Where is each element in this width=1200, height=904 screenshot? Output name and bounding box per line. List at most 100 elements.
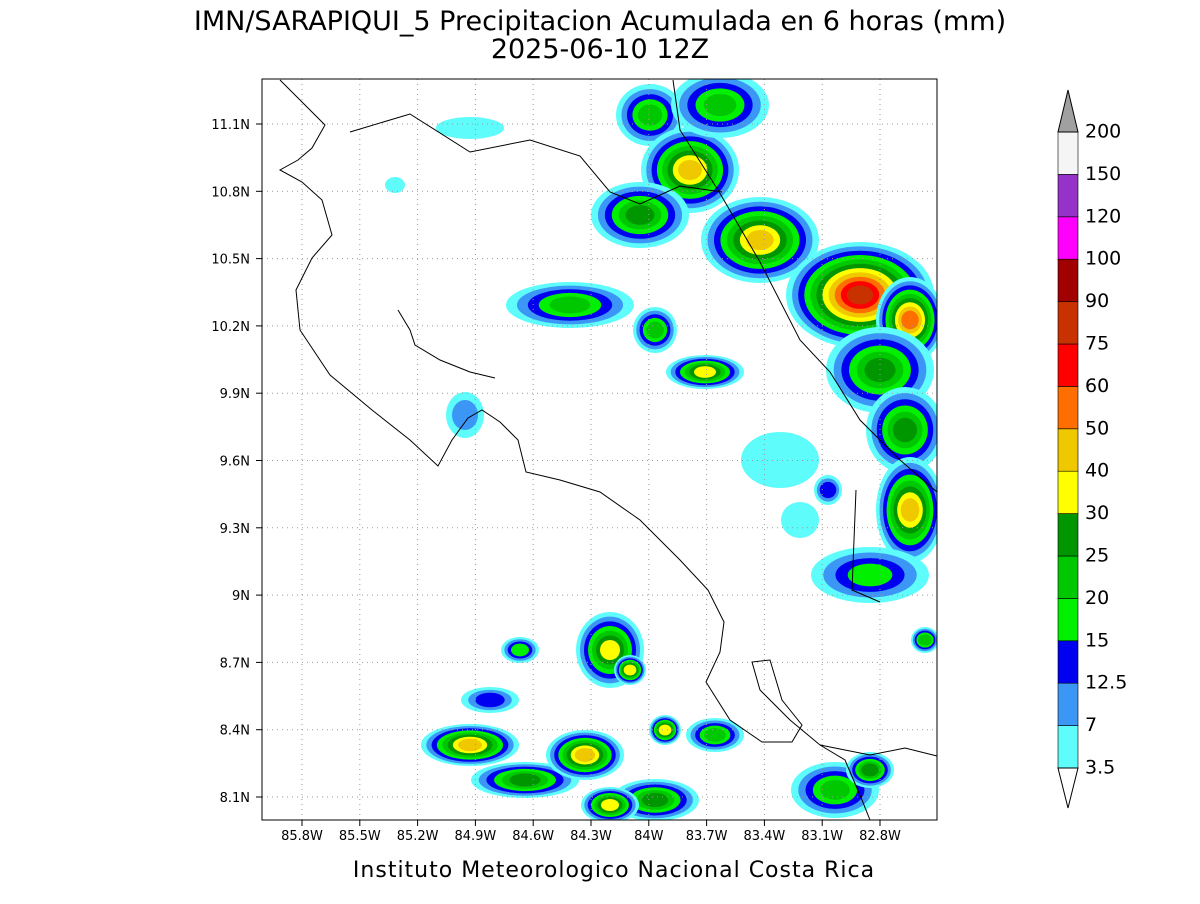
colorbar-segment: [1057, 301, 1079, 345]
rain-contour: [601, 799, 619, 811]
lon-label: 84.6W: [512, 829, 554, 844]
caribbean-coast: [672, 79, 938, 493]
rain-contour: [646, 321, 664, 339]
lon-label: 84.9W: [454, 829, 496, 844]
colorbar-segment: [1057, 174, 1079, 218]
rain-contour: [641, 792, 669, 808]
colorbar-segment: [1057, 555, 1079, 599]
rain-contour: [847, 563, 893, 587]
rain-contour: [678, 159, 702, 181]
panama-border: [819, 489, 938, 757]
lat-label: 10.2N: [211, 320, 250, 335]
colorbar-above: [1057, 89, 1079, 133]
colorbar-label: 3.5: [1085, 757, 1115, 779]
rain-contour: [694, 366, 716, 378]
colorbar-label: 20: [1085, 587, 1109, 609]
lon-label: 85.5W: [339, 829, 381, 844]
subtitle: 2025-06-10 12Z: [491, 34, 709, 65]
rain-contour: [549, 296, 591, 314]
lat-label: 8.4N: [220, 724, 250, 739]
colorbar-label: 100: [1085, 248, 1121, 270]
rain-contour: [781, 502, 819, 538]
lon-label: 83.1W: [801, 829, 843, 844]
lon-label: 82.8W: [859, 829, 901, 844]
lat-label: 9.3N: [220, 522, 250, 537]
colorbar-segment: [1057, 598, 1079, 642]
lat-label: 10.8N: [211, 185, 250, 200]
lon-label: 84.3W: [570, 829, 612, 844]
pacific-coast: [278, 79, 871, 821]
lat-label: 9.6N: [220, 455, 250, 470]
colorbar-label: 25: [1085, 545, 1109, 567]
lon-label: 83.7W: [686, 829, 728, 844]
colorbar-segment: [1057, 343, 1079, 387]
grid: 85.8W 85.5W 85.2W 84.9W 84.6W 84.3W 84W 83.7W 83…: [211, 79, 937, 844]
colorbar-label: 200: [1085, 121, 1121, 143]
colorbar-label: 75: [1085, 333, 1109, 355]
colorbar-label: 50: [1085, 417, 1109, 439]
lon-label: 83.4W: [743, 829, 785, 844]
rain-contour: [625, 205, 655, 225]
rain-contour: [637, 104, 663, 126]
colorbar-segment: [1057, 470, 1079, 514]
colorbar-segment: [1057, 131, 1079, 175]
rain-contour: [623, 664, 637, 676]
rain-contour: [892, 417, 918, 443]
rain-contour: [820, 780, 850, 800]
colorbar-label: 30: [1085, 502, 1109, 524]
rain-contour: [918, 634, 932, 646]
rain-contour: [658, 724, 672, 736]
rain-contour: [458, 738, 482, 752]
lon-label: 85.8W: [281, 829, 323, 844]
rain-contour: [511, 643, 529, 657]
colorbar-label: 15: [1085, 629, 1109, 651]
colorbar-segment: [1057, 216, 1079, 260]
nicoya-gulf: [397, 309, 496, 379]
title: IMN/SARAPIQUI_5 Precipitacion Acumulada …: [194, 6, 1006, 37]
colorbar-label: 12.5: [1085, 672, 1127, 694]
colorbar-label: 7: [1085, 714, 1097, 736]
map-frame: [261, 78, 938, 821]
colorbar-segment: [1057, 258, 1079, 302]
rain-contour: [864, 357, 896, 383]
footer: Instituto Meteorologico Nacional Costa R…: [353, 858, 875, 883]
precipitation-field: [385, 79, 937, 820]
colorbar-segment: [1057, 682, 1079, 726]
colorbar-label: 150: [1085, 163, 1121, 185]
lat-label: 9N: [232, 589, 250, 604]
coastlines: [278, 79, 938, 821]
colorbar-segment: [1057, 725, 1079, 769]
rain-contour: [746, 229, 774, 251]
colorbar-segment: [1057, 386, 1079, 430]
colorbar-segment: [1057, 428, 1079, 472]
lon-label: 85.2W: [397, 829, 439, 844]
colorbar-label: 90: [1085, 290, 1109, 312]
colorbar-segment: [1057, 640, 1079, 684]
rain-contour: [819, 481, 837, 499]
rain-contour: [436, 117, 504, 139]
lat-label: 11.1N: [211, 118, 250, 133]
colorbar-label: 60: [1085, 375, 1109, 397]
rain-contour: [385, 177, 405, 193]
rain-contour: [704, 728, 726, 742]
lat-label: 9.9N: [220, 387, 250, 402]
nicaragua-border: [349, 113, 723, 205]
colorbar-label: 40: [1085, 460, 1109, 482]
colorbar-segment: [1057, 513, 1079, 557]
rain-contour: [509, 773, 541, 787]
rain-contour: [452, 400, 478, 430]
colorbar: 3.5 7 12.5 15 20 25 30 40 50 60 75 90 100 120 150 200: [1057, 89, 1127, 809]
rain-contour: [574, 748, 596, 762]
rain-contour: [901, 310, 919, 330]
rain-contour: [600, 640, 620, 660]
lat-label: 10.5N: [211, 253, 250, 268]
rain-contour: [703, 93, 737, 117]
rain-contour: [741, 432, 819, 488]
lat-label: 8.1N: [220, 791, 250, 806]
rain-contour: [900, 498, 920, 522]
colorbar-label: 120: [1085, 205, 1121, 227]
colorbar-below: [1057, 767, 1079, 809]
lat-label: 8.7N: [220, 656, 250, 671]
rain-contour: [846, 285, 874, 305]
